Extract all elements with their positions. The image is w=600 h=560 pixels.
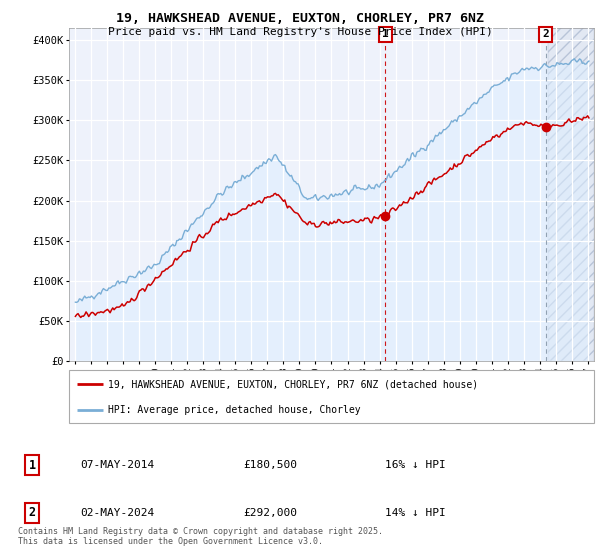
Text: 2: 2: [542, 30, 549, 39]
Text: Contains HM Land Registry data © Crown copyright and database right 2025.
This d: Contains HM Land Registry data © Crown c…: [18, 526, 383, 546]
Text: 1: 1: [382, 30, 389, 39]
Text: 16% ↓ HPI: 16% ↓ HPI: [385, 460, 445, 470]
Text: 14% ↓ HPI: 14% ↓ HPI: [385, 508, 445, 518]
Text: £292,000: £292,000: [244, 508, 298, 518]
Text: 19, HAWKSHEAD AVENUE, EUXTON, CHORLEY, PR7 6NZ (detached house): 19, HAWKSHEAD AVENUE, EUXTON, CHORLEY, P…: [109, 380, 479, 390]
Bar: [548, 28, 594, 361]
Text: £180,500: £180,500: [244, 460, 298, 470]
Text: Price paid vs. HM Land Registry's House Price Index (HPI): Price paid vs. HM Land Registry's House …: [107, 27, 493, 37]
Text: 02-MAY-2024: 02-MAY-2024: [80, 508, 154, 518]
Text: 2: 2: [29, 506, 35, 519]
Bar: [548, 28, 594, 361]
Text: 1: 1: [29, 459, 35, 472]
Text: 19, HAWKSHEAD AVENUE, EUXTON, CHORLEY, PR7 6NZ: 19, HAWKSHEAD AVENUE, EUXTON, CHORLEY, P…: [116, 12, 484, 25]
Text: 07-MAY-2014: 07-MAY-2014: [80, 460, 154, 470]
Text: HPI: Average price, detached house, Chorley: HPI: Average price, detached house, Chor…: [109, 405, 361, 415]
